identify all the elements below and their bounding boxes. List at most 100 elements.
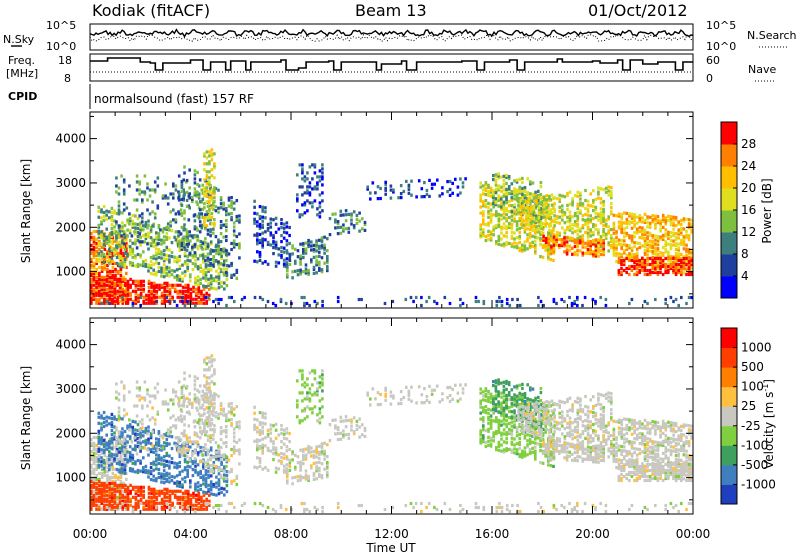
data-cell xyxy=(528,220,532,224)
data-cell xyxy=(308,193,312,197)
data-cell xyxy=(217,210,220,214)
data-cell xyxy=(95,291,98,295)
data-cell xyxy=(116,485,119,489)
data-cell xyxy=(131,485,135,489)
colorbar-tick-label: 28 xyxy=(741,137,756,151)
data-cell xyxy=(630,234,634,238)
data-cell xyxy=(303,303,306,308)
data-cell xyxy=(196,453,200,457)
data-cell xyxy=(209,252,212,256)
data-cell xyxy=(171,297,174,301)
data-cell xyxy=(152,295,156,299)
data-cell xyxy=(238,256,241,260)
data-cell xyxy=(298,185,302,189)
data-cell xyxy=(528,224,532,228)
data-cell xyxy=(620,226,623,231)
data-cell xyxy=(304,267,308,271)
data-cell xyxy=(646,256,649,261)
data-cell xyxy=(166,285,169,289)
data-cell xyxy=(510,236,514,240)
data-cell xyxy=(214,297,218,302)
data-cell xyxy=(177,192,181,196)
data-cell xyxy=(576,232,580,236)
data-cell xyxy=(110,440,114,444)
data-cell xyxy=(320,236,324,240)
data-cell xyxy=(667,250,670,254)
data-cell xyxy=(589,192,592,196)
data-cell xyxy=(126,495,130,499)
data-cell xyxy=(682,260,686,265)
data-cell xyxy=(505,213,508,217)
data-cell xyxy=(121,277,125,281)
data-cell xyxy=(105,507,109,511)
data-cell xyxy=(155,289,159,293)
data-cell xyxy=(656,254,660,259)
data-cell xyxy=(223,473,226,477)
data-cell xyxy=(123,429,127,434)
data-cell xyxy=(307,272,310,277)
data-cell xyxy=(633,266,636,271)
data-cell xyxy=(586,213,590,217)
data-cell xyxy=(160,489,164,493)
data-cell xyxy=(602,241,605,245)
data-cell xyxy=(515,190,519,194)
data-cell xyxy=(157,255,161,260)
data-cell xyxy=(116,501,120,505)
data-cell xyxy=(264,210,267,214)
data-cell xyxy=(178,254,182,259)
data-cell xyxy=(171,501,174,505)
data-cell xyxy=(100,497,104,501)
data-cell xyxy=(502,234,506,238)
data-cell xyxy=(144,236,148,240)
data-cell xyxy=(212,276,216,281)
data-cell xyxy=(220,256,223,260)
data-cell xyxy=(111,293,114,297)
data-cell xyxy=(685,233,688,237)
data-cell xyxy=(661,235,665,239)
data-cell xyxy=(563,236,566,240)
data-cell xyxy=(196,182,199,186)
data-cell xyxy=(204,271,208,275)
data-cell xyxy=(576,303,579,308)
data-cell xyxy=(318,246,321,250)
data-cell xyxy=(669,256,673,261)
data-cell xyxy=(641,266,644,271)
data-cell xyxy=(212,466,216,471)
data-cell xyxy=(121,239,124,243)
data-cell xyxy=(142,434,145,438)
data-cell xyxy=(302,244,305,248)
data-cell xyxy=(620,224,623,229)
data-cell xyxy=(253,211,256,215)
data-cell xyxy=(505,219,508,223)
data-cell xyxy=(552,249,556,253)
data-cell xyxy=(113,481,117,485)
data-cell xyxy=(175,303,179,308)
data-cell xyxy=(174,238,178,242)
data-cell xyxy=(122,230,126,234)
data-cell xyxy=(134,505,138,509)
data-cell xyxy=(510,218,514,222)
data-cell xyxy=(568,202,572,206)
data-cell xyxy=(510,192,514,196)
data-cell xyxy=(510,214,514,218)
data-cell xyxy=(633,260,636,265)
data-cell xyxy=(510,230,514,234)
data-cell xyxy=(615,240,618,244)
data-cell xyxy=(160,501,164,505)
data-cell xyxy=(135,246,139,250)
data-cell xyxy=(149,462,153,466)
data-cell xyxy=(537,205,541,210)
data-cell xyxy=(318,169,322,173)
data-cell xyxy=(505,243,508,247)
data-cell xyxy=(202,507,206,511)
data-cell xyxy=(202,482,205,486)
data-cell xyxy=(174,218,178,222)
data-cell xyxy=(197,505,201,509)
data-cell xyxy=(142,250,145,254)
data-cell xyxy=(285,221,289,225)
data-cell xyxy=(131,251,135,255)
data-cell xyxy=(513,193,516,197)
data-cell xyxy=(484,189,488,193)
data-cell xyxy=(584,230,587,234)
